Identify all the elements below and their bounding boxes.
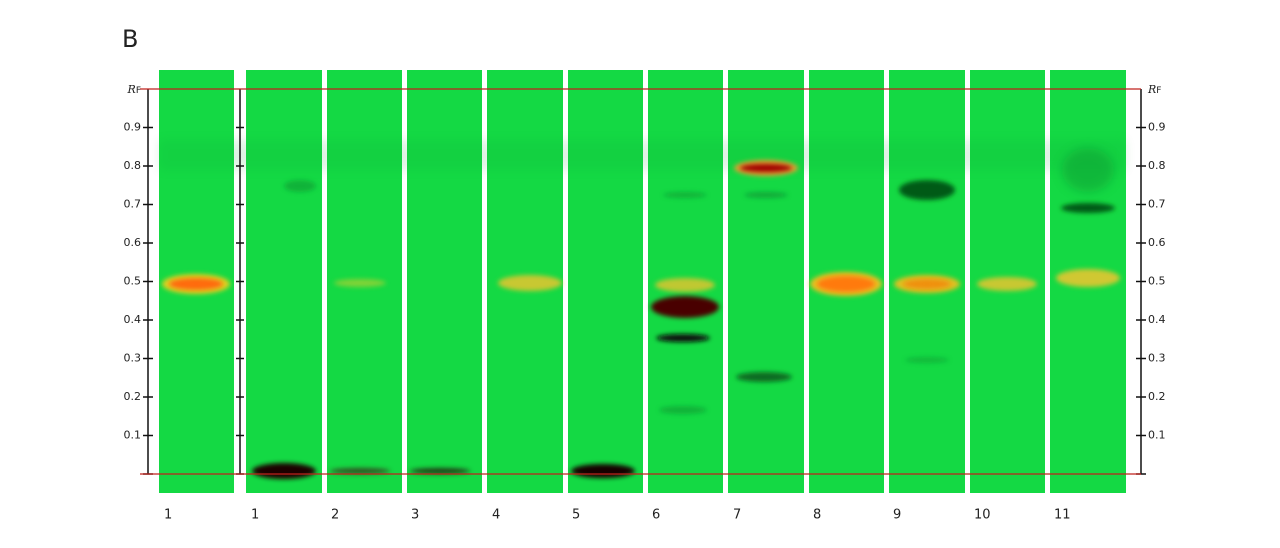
bands	[159, 140, 1126, 479]
haze	[159, 140, 1126, 170]
band	[736, 372, 792, 382]
rf-f: F	[1156, 86, 1161, 96]
tick-label: 0.2	[124, 390, 142, 403]
band	[571, 464, 635, 478]
band	[498, 275, 562, 291]
lane-label: 10	[974, 508, 991, 523]
lane	[246, 70, 322, 493]
tick-label: 0.2	[1148, 390, 1166, 403]
lane	[407, 70, 482, 493]
tick-label: 0.9	[1148, 121, 1166, 134]
tick-label: 0.7	[1148, 198, 1166, 211]
band	[744, 192, 788, 198]
tick-label: 0.7	[124, 198, 142, 211]
tick-label: 0.3	[124, 352, 142, 365]
band	[330, 468, 390, 474]
band	[1061, 203, 1115, 213]
band	[1062, 148, 1114, 192]
panel-label: B	[122, 25, 138, 53]
tick-label: 0.1	[124, 429, 142, 442]
band	[659, 406, 707, 414]
rf-r: R	[127, 83, 136, 96]
lane-label: 6	[652, 508, 660, 523]
tick-label: 0.3	[1148, 352, 1166, 365]
band	[651, 296, 719, 318]
lane-label: 8	[813, 508, 821, 523]
band	[334, 279, 386, 287]
lane-label: 5	[572, 508, 580, 523]
lane-label: 2	[331, 508, 339, 523]
band	[655, 278, 715, 292]
tick-label: 0.6	[124, 236, 142, 249]
tick-label: 0.5	[124, 275, 142, 288]
band	[817, 276, 875, 292]
band	[977, 277, 1037, 291]
band	[284, 180, 316, 192]
tick-label: 0.4	[1148, 313, 1166, 326]
band	[1056, 269, 1120, 287]
tick-label: 0.4	[124, 313, 142, 326]
tick-label: 0.9	[124, 121, 142, 134]
lane-label: 1	[251, 508, 259, 523]
lane-label: 4	[492, 508, 500, 523]
band	[252, 463, 316, 479]
tick-label: 0.1	[1148, 429, 1166, 442]
band	[905, 357, 949, 363]
lane-label: 9	[893, 508, 901, 523]
lane-label: 11	[1054, 508, 1071, 523]
lane-label: 3	[411, 508, 419, 523]
band	[903, 279, 951, 289]
tick-label: 0.6	[1148, 236, 1166, 249]
band	[663, 192, 707, 198]
rf-label-right: RF	[1147, 83, 1161, 96]
rf-r: R	[1147, 83, 1156, 96]
lane	[568, 70, 643, 493]
tick-label: 0.8	[124, 159, 142, 172]
rf-f: F	[136, 86, 141, 96]
tick-label: 0.8	[1148, 159, 1166, 172]
band	[656, 334, 710, 342]
band	[169, 278, 223, 290]
lane-label: 7	[733, 508, 741, 523]
lane-label: 1	[164, 508, 172, 523]
band	[410, 468, 470, 474]
rf-label-left: RF	[127, 83, 141, 96]
band	[899, 180, 955, 200]
band	[740, 164, 792, 172]
lane	[728, 70, 804, 493]
tick-label: 0.5	[1148, 275, 1166, 288]
